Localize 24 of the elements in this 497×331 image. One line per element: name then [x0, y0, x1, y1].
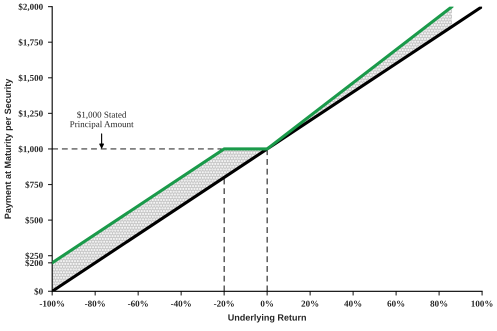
x-tick-label: 100% — [472, 300, 493, 307]
x-tick-label: 0% — [260, 300, 274, 307]
x-tick-label: 80% — [430, 300, 448, 307]
x-tick-label: -40% — [170, 300, 191, 307]
annotation: $1,000 Stated Principal Amount — [70, 111, 134, 130]
x-tick-label: -60% — [128, 300, 148, 307]
x-tick-label: -100% — [40, 300, 64, 307]
x-tick-label: -80% — [84, 300, 105, 307]
y-tick-label: $200 — [25, 259, 43, 267]
x-tick-label: 20% — [301, 300, 318, 307]
y-tick-label: $0 — [34, 288, 43, 296]
y-tick-label: $2,000 — [18, 3, 43, 12]
y-tick-label: $750 — [25, 181, 43, 188]
y-tick-label: $1,500 — [18, 74, 43, 82]
x-tick-label: -20% — [214, 300, 234, 307]
x-tick-label: 40% — [344, 300, 362, 307]
x-axis-title: Underlying Return — [228, 314, 306, 323]
y-tick-label: $250 — [25, 252, 43, 260]
x-tick-label: 60% — [387, 300, 404, 307]
y-tick-label: $1,750 — [18, 38, 43, 47]
y-tick-label: $1,250 — [18, 110, 43, 118]
y-tick-label: $1,000 — [18, 146, 43, 154]
y-tick-label: $500 — [25, 216, 43, 224]
y-axis-title: Payment at Maturity per Security — [4, 78, 13, 219]
